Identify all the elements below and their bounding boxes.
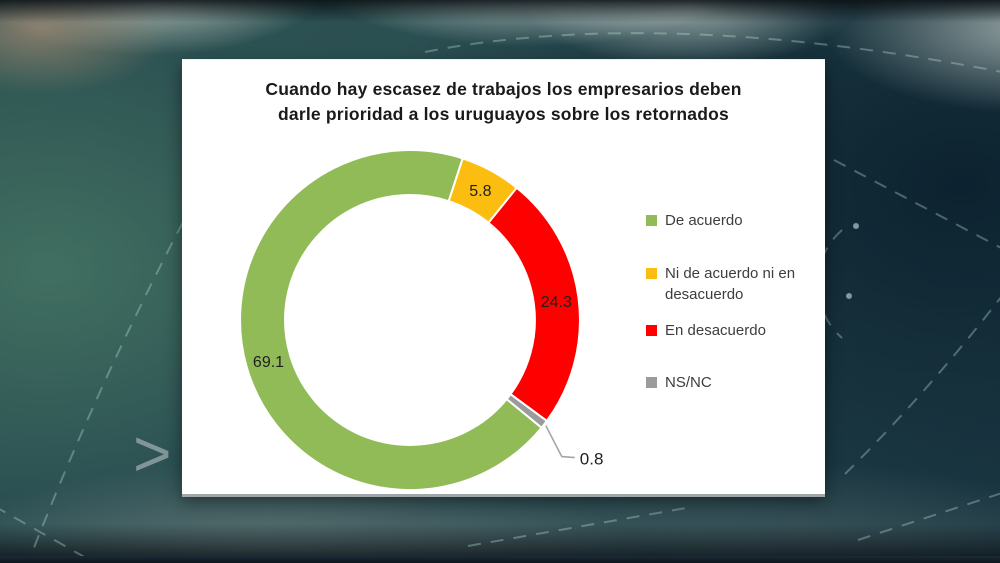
dashed-arc-top <box>424 32 1000 73</box>
chart-title-line1: Cuando hay escasez de trabajos los empre… <box>265 79 742 99</box>
legend-label: Ni de acuerdo ni en desacuerdo <box>665 265 796 303</box>
legend-item-en-desacuerdo: En desacuerdo <box>646 320 818 341</box>
data-label-en-desacuerdo: 24.3 <box>541 294 572 311</box>
dashed-arc-left <box>27 221 184 563</box>
chart-title-line2: darle prioridad a los uruguayos sobre lo… <box>278 104 729 124</box>
legend-marker-ns-nc <box>646 377 657 388</box>
dashed-arc-right-bottom <box>844 296 1000 475</box>
legend-item-de-acuerdo: De acuerdo <box>646 210 818 231</box>
legend-item-ni-de-acuerdo-ni-en-desacuerdo: Ni de acuerdo ni en desacuerdo <box>646 263 818 305</box>
donut-slice-ns-nc <box>505 392 549 430</box>
legend-label: En desacuerdo <box>665 322 766 339</box>
legend-label: De acuerdo <box>665 212 743 229</box>
background-dot <box>846 293 852 299</box>
chart-legend: De acuerdo Ni de acuerdo ni en desacuerdo… <box>646 60 818 495</box>
chart-title: Cuando hay escasez de trabajos los empre… <box>182 60 825 127</box>
dashed-line-bottom-left <box>0 508 96 563</box>
legend-label: NS/NC <box>665 374 712 391</box>
donut-slice-de-acuerdo <box>239 149 544 492</box>
background-dot <box>853 223 859 229</box>
dashed-line-bottom-right <box>857 492 1000 541</box>
data-label-ni-de-acuerdo-ni-en-desacuerdo: 5.8 <box>469 183 491 200</box>
data-label-de-acuerdo: 69.1 <box>253 354 284 371</box>
chart-card: Cuando hay escasez de trabajos los empre… <box>182 59 825 494</box>
donut-chart: 69.1 5.8 24.3 0.8 <box>239 149 604 492</box>
legend-marker-ni-de-acuerdo-ni-en-desacuerdo <box>646 268 657 279</box>
leader-line-ns-nc <box>545 425 575 459</box>
legend-marker-de-acuerdo <box>646 215 657 226</box>
chevron-right-glyph: > <box>133 416 172 490</box>
legend-item-ns-nc: NS/NC <box>646 372 818 393</box>
dashed-line-right-top <box>833 159 1000 249</box>
data-label-ns-nc: 0.8 <box>580 450 604 469</box>
bottom-bar <box>0 556 1000 563</box>
legend-marker-en-desacuerdo <box>646 325 657 336</box>
dashed-line-bottom-center <box>467 506 693 547</box>
